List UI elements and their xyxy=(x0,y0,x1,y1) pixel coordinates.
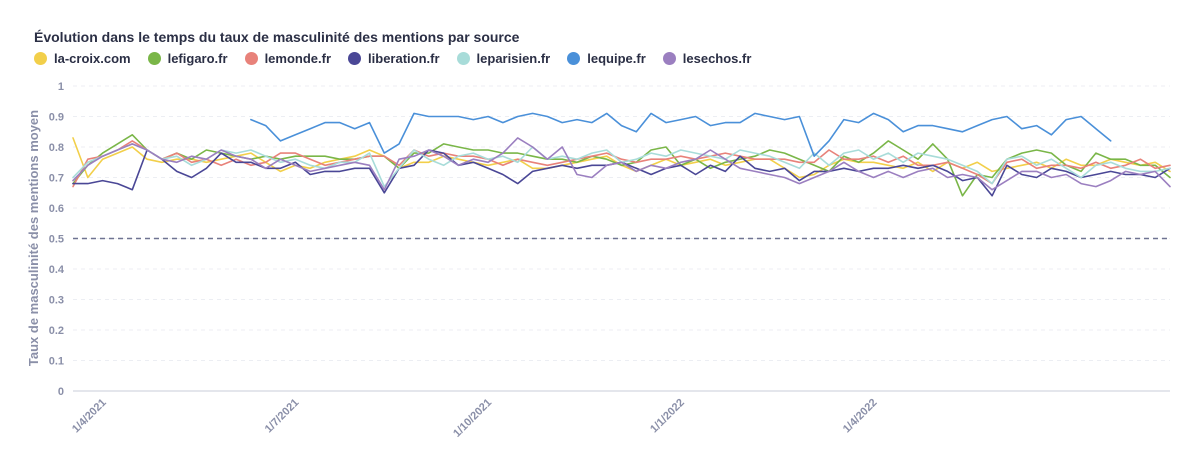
y-tick-label: 1 xyxy=(58,81,64,93)
x-axis-ticks: 1/4/2021 1/7/2021 1/10/2021 1/1/2022 1/4/202… xyxy=(70,397,880,440)
legend-swatch xyxy=(456,52,470,65)
legend-item-lemonde-fr[interactable]: lemonde.fr xyxy=(244,51,332,66)
legend-label: la-croix.com xyxy=(54,51,131,66)
legend-swatch xyxy=(147,52,161,65)
y-tick-label: 0.6 xyxy=(49,203,64,215)
legend-item-liberation-fr[interactable]: liberation.fr xyxy=(348,51,440,66)
gridlines xyxy=(73,85,1170,392)
y-tick-label: 0.2 xyxy=(49,325,64,337)
x-tick-label: 1/1/2022 xyxy=(648,397,687,436)
y-tick-label: 0.5 xyxy=(49,234,64,246)
y-tick-label: 0.3 xyxy=(49,295,64,307)
y-tick-label: 0.9 xyxy=(49,112,64,124)
series-line-lequipe-fr[interactable] xyxy=(250,112,1112,157)
series-line-lesechos-fr[interactable] xyxy=(72,137,1171,191)
legend-swatch xyxy=(348,52,362,65)
series-line-lefigaro-fr[interactable] xyxy=(72,134,1171,197)
legend-swatch xyxy=(662,52,676,65)
y-tick-label: 0.4 xyxy=(49,264,65,276)
legend-swatch xyxy=(244,52,258,65)
legend-label: lefigaro.fr xyxy=(167,51,228,66)
legend-item-leparisien-fr[interactable]: leparisien.fr xyxy=(456,51,551,66)
legend-item-la-croix-com[interactable]: la-croix.com xyxy=(34,51,131,66)
y-tick-label: 0 xyxy=(58,386,64,398)
y-axis-label: Taux de masculinité des mentions moyen xyxy=(26,110,41,366)
series-lines xyxy=(72,112,1171,197)
x-tick-label: 1/7/2021 xyxy=(263,397,302,436)
legend-label: lequipe.fr xyxy=(587,51,646,66)
chart-title: Évolution dans le temps du taux de mascu… xyxy=(34,29,520,45)
legend-item-lequipe-fr[interactable]: lequipe.fr xyxy=(567,51,646,66)
legend-swatch xyxy=(34,52,47,65)
x-tick-label: 1/4/2022 xyxy=(841,397,880,436)
series-line-la-croix-com[interactable] xyxy=(72,137,1171,179)
y-tick-label: 0.8 xyxy=(49,142,64,154)
y-axis-ticks: 0 0.1 0.2 0.3 0.4 0.5 0.6 0.7 0.8 0.9 1 xyxy=(49,81,65,398)
y-tick-label: 0.7 xyxy=(49,173,64,185)
legend-item-lesechos-fr[interactable]: lesechos.fr xyxy=(662,51,752,66)
legend-label: liberation.fr xyxy=(368,51,440,66)
legend-label: lesechos.fr xyxy=(682,51,752,66)
legend-item-lefigaro-fr[interactable]: lefigaro.fr xyxy=(147,51,228,66)
x-tick-label: 1/4/2021 xyxy=(70,397,109,436)
series-line-lemonde-fr[interactable] xyxy=(72,140,1171,188)
x-tick-label: 1/10/2021 xyxy=(451,397,494,440)
legend: la-croix.com lefigaro.fr lemonde.fr liberat… xyxy=(34,51,768,66)
y-tick-label: 0.1 xyxy=(49,356,64,368)
legend-label: leparisien.fr xyxy=(476,51,551,66)
legend-label: lemonde.fr xyxy=(264,51,332,66)
legend-swatch xyxy=(567,52,581,65)
